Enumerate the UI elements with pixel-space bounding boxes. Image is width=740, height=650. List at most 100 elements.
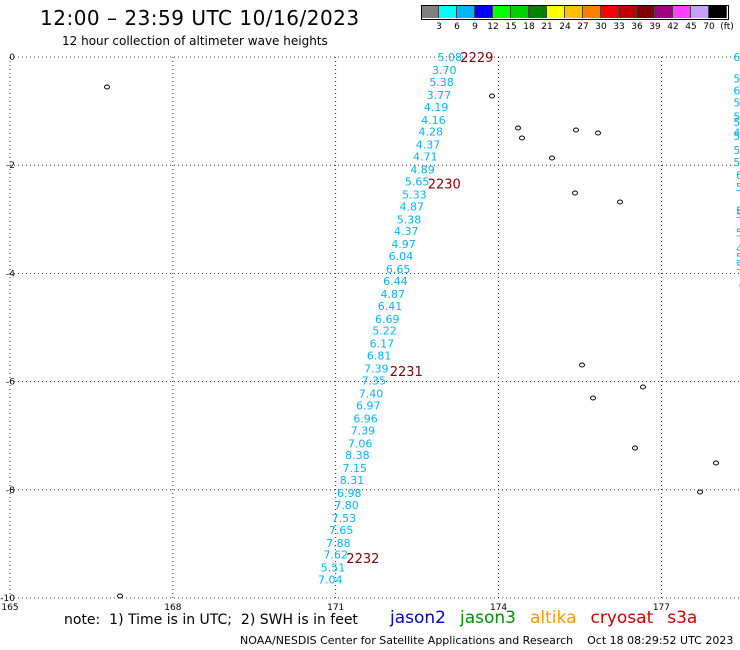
wave-height-value: 5.34 (736, 226, 740, 239)
wave-height-value: 7.62 (323, 549, 348, 562)
wave-height-value: 6.65 (386, 263, 411, 276)
wave-height-value: 5.08 (736, 251, 740, 264)
wave-height-value: 4.89 (410, 164, 435, 177)
time-label: 2229 (460, 51, 493, 66)
wave-height-value: 7.65 (329, 524, 354, 537)
wave-height-value: 6.69 (375, 313, 400, 326)
legend-label: 12 (487, 22, 499, 32)
wave-height-value: 5.08 (437, 51, 462, 64)
legend-swatch (475, 5, 493, 18)
satellite-label-jason3: jason3 (460, 608, 516, 628)
legend-swatch (565, 5, 583, 18)
wave-height-value: 3.77 (427, 89, 452, 102)
chart-title: 12:00 – 23:59 UTC 10/16/2023 (40, 6, 360, 30)
legend-swatch (583, 5, 601, 18)
wave-height-value: 7.35 (361, 375, 386, 388)
legend-label: 36 (631, 22, 643, 32)
satellite-label-s3a: s3a (667, 608, 698, 628)
legend-label: 3 (436, 22, 442, 32)
wave-height-value: 4.71 (413, 151, 438, 164)
island-outline (713, 460, 719, 466)
wave-height-value: 6.41 (378, 300, 403, 313)
wave-height-value: 5.33 (402, 188, 427, 201)
wave-height-value: 5.43 (733, 111, 740, 124)
color-scale-legend: 3 6 9 12 15 18 21 24 27 30 33 36 39 42 45 70 (ft) (421, 5, 734, 35)
legend-frame (421, 5, 729, 20)
x-tick-label: 168 (164, 603, 181, 613)
legend-label: 6 (454, 22, 460, 32)
wave-height-value: 4.97 (736, 243, 740, 256)
legend-swatch (637, 5, 655, 18)
wave-height-value: 6.24 (733, 85, 740, 98)
satellite-label-altika: altika (530, 608, 577, 628)
y-tick-label: -2 (6, 161, 15, 171)
legend-label: 45 (685, 22, 697, 32)
note-text: note: 1) Time is in UTC; 2) SWH is in fe… (64, 612, 358, 628)
island-outline (549, 155, 555, 161)
x-tick-label: 177 (653, 603, 670, 613)
island-outline (572, 190, 578, 196)
legend-swatch (457, 5, 475, 18)
y-tick-label: 0 (9, 53, 15, 63)
footer-credit: NOAA/NESDIS Center for Satellite Applica… (240, 634, 734, 647)
wave-height-value: 7.39 (364, 363, 389, 376)
wave-height-value: 5.65 (405, 175, 430, 188)
legend-swatch (529, 5, 547, 18)
wave-height-value: 5.45 (736, 205, 740, 218)
wave-height-value: 3.70 (432, 64, 457, 77)
legend-label: 21 (541, 22, 553, 32)
wave-height-value: 5.19 (733, 73, 740, 86)
wave-height-value: 5.51 (321, 562, 346, 575)
legend-swatch (547, 5, 565, 18)
wave-height-value: 8.38 (345, 449, 370, 462)
x-tick-label: 171 (327, 603, 344, 613)
wave-height-value: 4.87 (380, 288, 405, 301)
wave-height-value: 7.39 (351, 424, 376, 437)
legend-label: 9 (472, 22, 478, 32)
legend-swatch (691, 5, 709, 18)
island-outline (515, 125, 521, 131)
wave-height-value: 6.17 (370, 338, 395, 351)
wave-height-value: 6.97 (356, 399, 381, 412)
wave-height-value: 8.31 (340, 474, 365, 487)
wave-height-value: 7.06 (348, 437, 373, 450)
legend-label: (ft) (720, 22, 734, 32)
wave-height-value: 6.96 (353, 412, 378, 425)
wave-height-value: 6.98 (337, 487, 362, 500)
satellite-labels: jason2 jason3 altika cryosat s3a (390, 608, 711, 628)
wave-height-value: 4.19 (424, 101, 449, 114)
wave-height-value: 6.81 (367, 350, 392, 363)
wave-height-value: 4.97 (391, 238, 416, 251)
satellite-label-cryosat: cryosat (590, 608, 654, 628)
y-tick-label: -6 (6, 378, 15, 388)
legend-swatch (493, 5, 511, 18)
wave-height-value: 5.36 (733, 156, 740, 169)
legend-swatch (511, 5, 529, 18)
wave-height-value: 7.15 (342, 462, 367, 475)
wave-height-value: 6.44 (383, 275, 408, 288)
legend-swatch (673, 5, 691, 18)
chart-subtitle: 12 hour collection of altimeter wave hei… (62, 34, 328, 48)
wave-height-value: 4.28 (418, 126, 443, 139)
legend-label: 18 (523, 22, 535, 32)
wave-height-value: 7.04 (318, 574, 343, 587)
island-outline (117, 593, 123, 599)
legend-label: 15 (505, 22, 517, 32)
wave-height-value: 4.87 (399, 200, 424, 213)
legend-label: 27 (577, 22, 589, 32)
island-outline (697, 489, 703, 495)
wave-height-value: 5.45 (733, 144, 740, 157)
wave-height-value: 5.02 (736, 208, 740, 221)
wave-height-value: 5.38 (429, 76, 454, 89)
wave-height-value: 4.37 (394, 225, 419, 238)
legend-label: 30 (595, 22, 607, 32)
time-label: 2231 (390, 365, 423, 380)
wave-height-value: 5.45 (736, 181, 740, 194)
wave-height-value: 7.88 (326, 537, 351, 550)
legend-swatch (439, 5, 457, 18)
legend-label: 33 (613, 22, 625, 32)
legend-label: 70 (703, 22, 715, 32)
island-outline (489, 93, 495, 99)
y-tick-label: -10 (0, 594, 15, 604)
